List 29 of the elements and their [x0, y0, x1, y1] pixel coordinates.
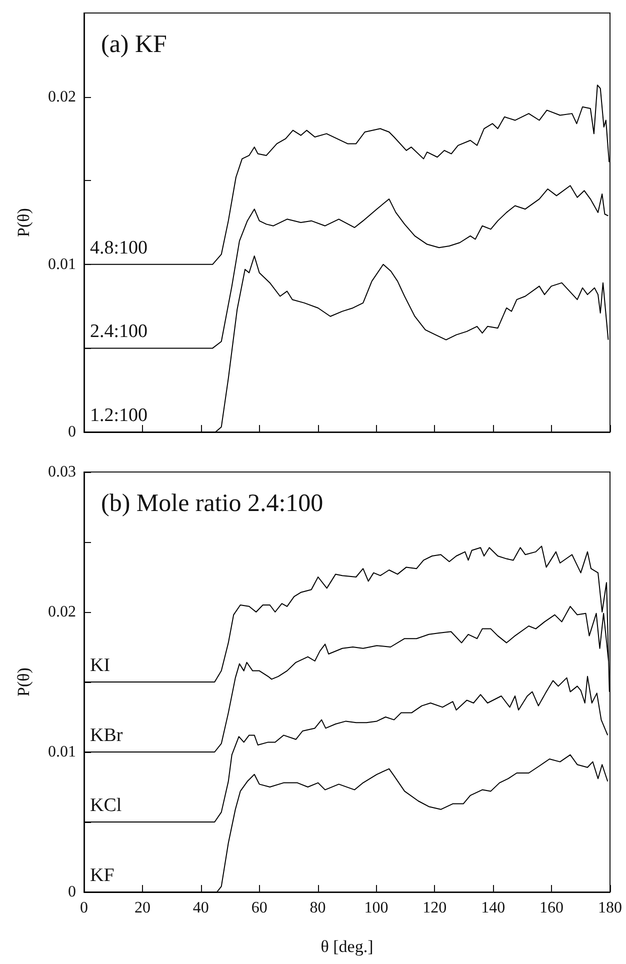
- series-label: KI: [90, 655, 110, 676]
- y-tick-label: 0.02: [48, 604, 76, 620]
- series-label: 1.2:100: [90, 405, 148, 426]
- text: (b) Mole ratio 2.4:100: [101, 490, 324, 517]
- x-tick-label: 140: [481, 900, 506, 916]
- y-tick-label: 0: [68, 424, 76, 440]
- x-tick-label: 0: [80, 900, 88, 916]
- y-axis-title: P(θ): [14, 668, 33, 696]
- y-tick-label: 0: [68, 884, 76, 900]
- series-label: KF: [90, 865, 114, 886]
- text: (a) KF: [101, 31, 167, 58]
- x-tick-label: 180: [598, 900, 622, 916]
- x-axis-title: θ [deg.]: [320, 937, 374, 956]
- series-label: 4.8:100: [90, 237, 148, 258]
- y-axis-title: P(θ): [14, 208, 33, 237]
- x-tick-label: 100: [364, 900, 388, 916]
- series-label: 2.4:100: [90, 321, 148, 342]
- y-tick-label: 0.03: [48, 464, 76, 480]
- x-tick-label: 60: [251, 900, 268, 916]
- y-tick-label: 0.02: [48, 88, 76, 106]
- series-label: KCl: [90, 795, 122, 816]
- series-label: KBr: [90, 725, 124, 746]
- x-tick-label: 120: [422, 900, 447, 916]
- y-tick-label: 0.01: [48, 256, 76, 273]
- x-tick-label: 20: [134, 900, 150, 916]
- x-tick-label: 160: [540, 900, 564, 916]
- x-tick-label: 80: [310, 900, 326, 916]
- y-tick-label: 0.01: [48, 744, 76, 760]
- x-tick-label: 40: [192, 900, 209, 916]
